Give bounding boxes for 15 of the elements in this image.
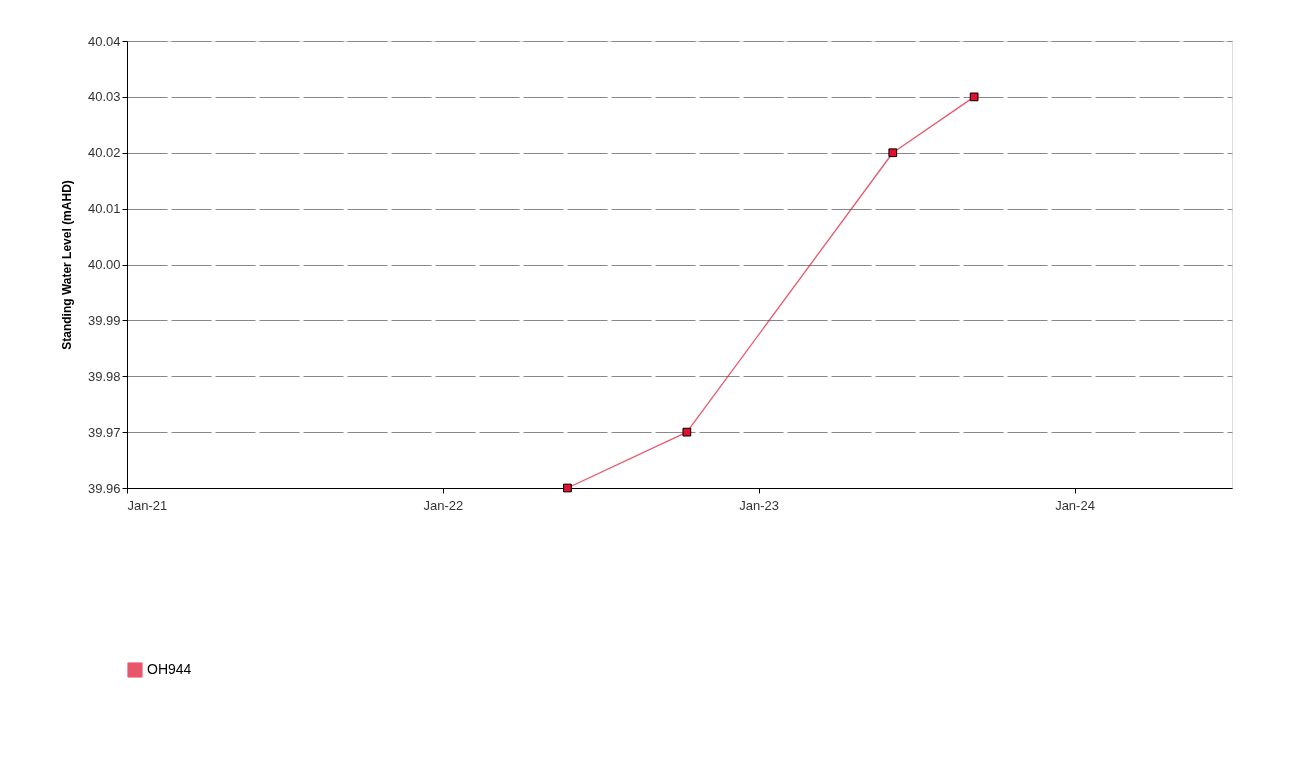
y-tick-label: 40.02 <box>87 145 121 161</box>
x-tick-label: Jan-21 <box>127 497 168 513</box>
y-tick-label: 40.00 <box>87 257 121 272</box>
y-tick-label: 39.97 <box>87 424 121 440</box>
y-tick-label: 39.98 <box>87 368 121 384</box>
y-tick-label: 39.99 <box>87 312 121 328</box>
y-axis-title: Standing Water Level (mAHD) <box>59 180 74 350</box>
x-tick-label: Jan-22 <box>423 497 464 513</box>
y-tick-label: 40.04 <box>87 33 121 49</box>
y-tick-label: 40.01 <box>87 201 121 217</box>
y-tick-label: 39.96 <box>87 480 121 496</box>
y-tick-label: 40.03 <box>87 89 121 105</box>
legend-label: OH944 <box>147 661 192 677</box>
x-tick-label: Jan-24 <box>1055 497 1095 513</box>
x-tick-label: Jan-23 <box>739 497 780 513</box>
